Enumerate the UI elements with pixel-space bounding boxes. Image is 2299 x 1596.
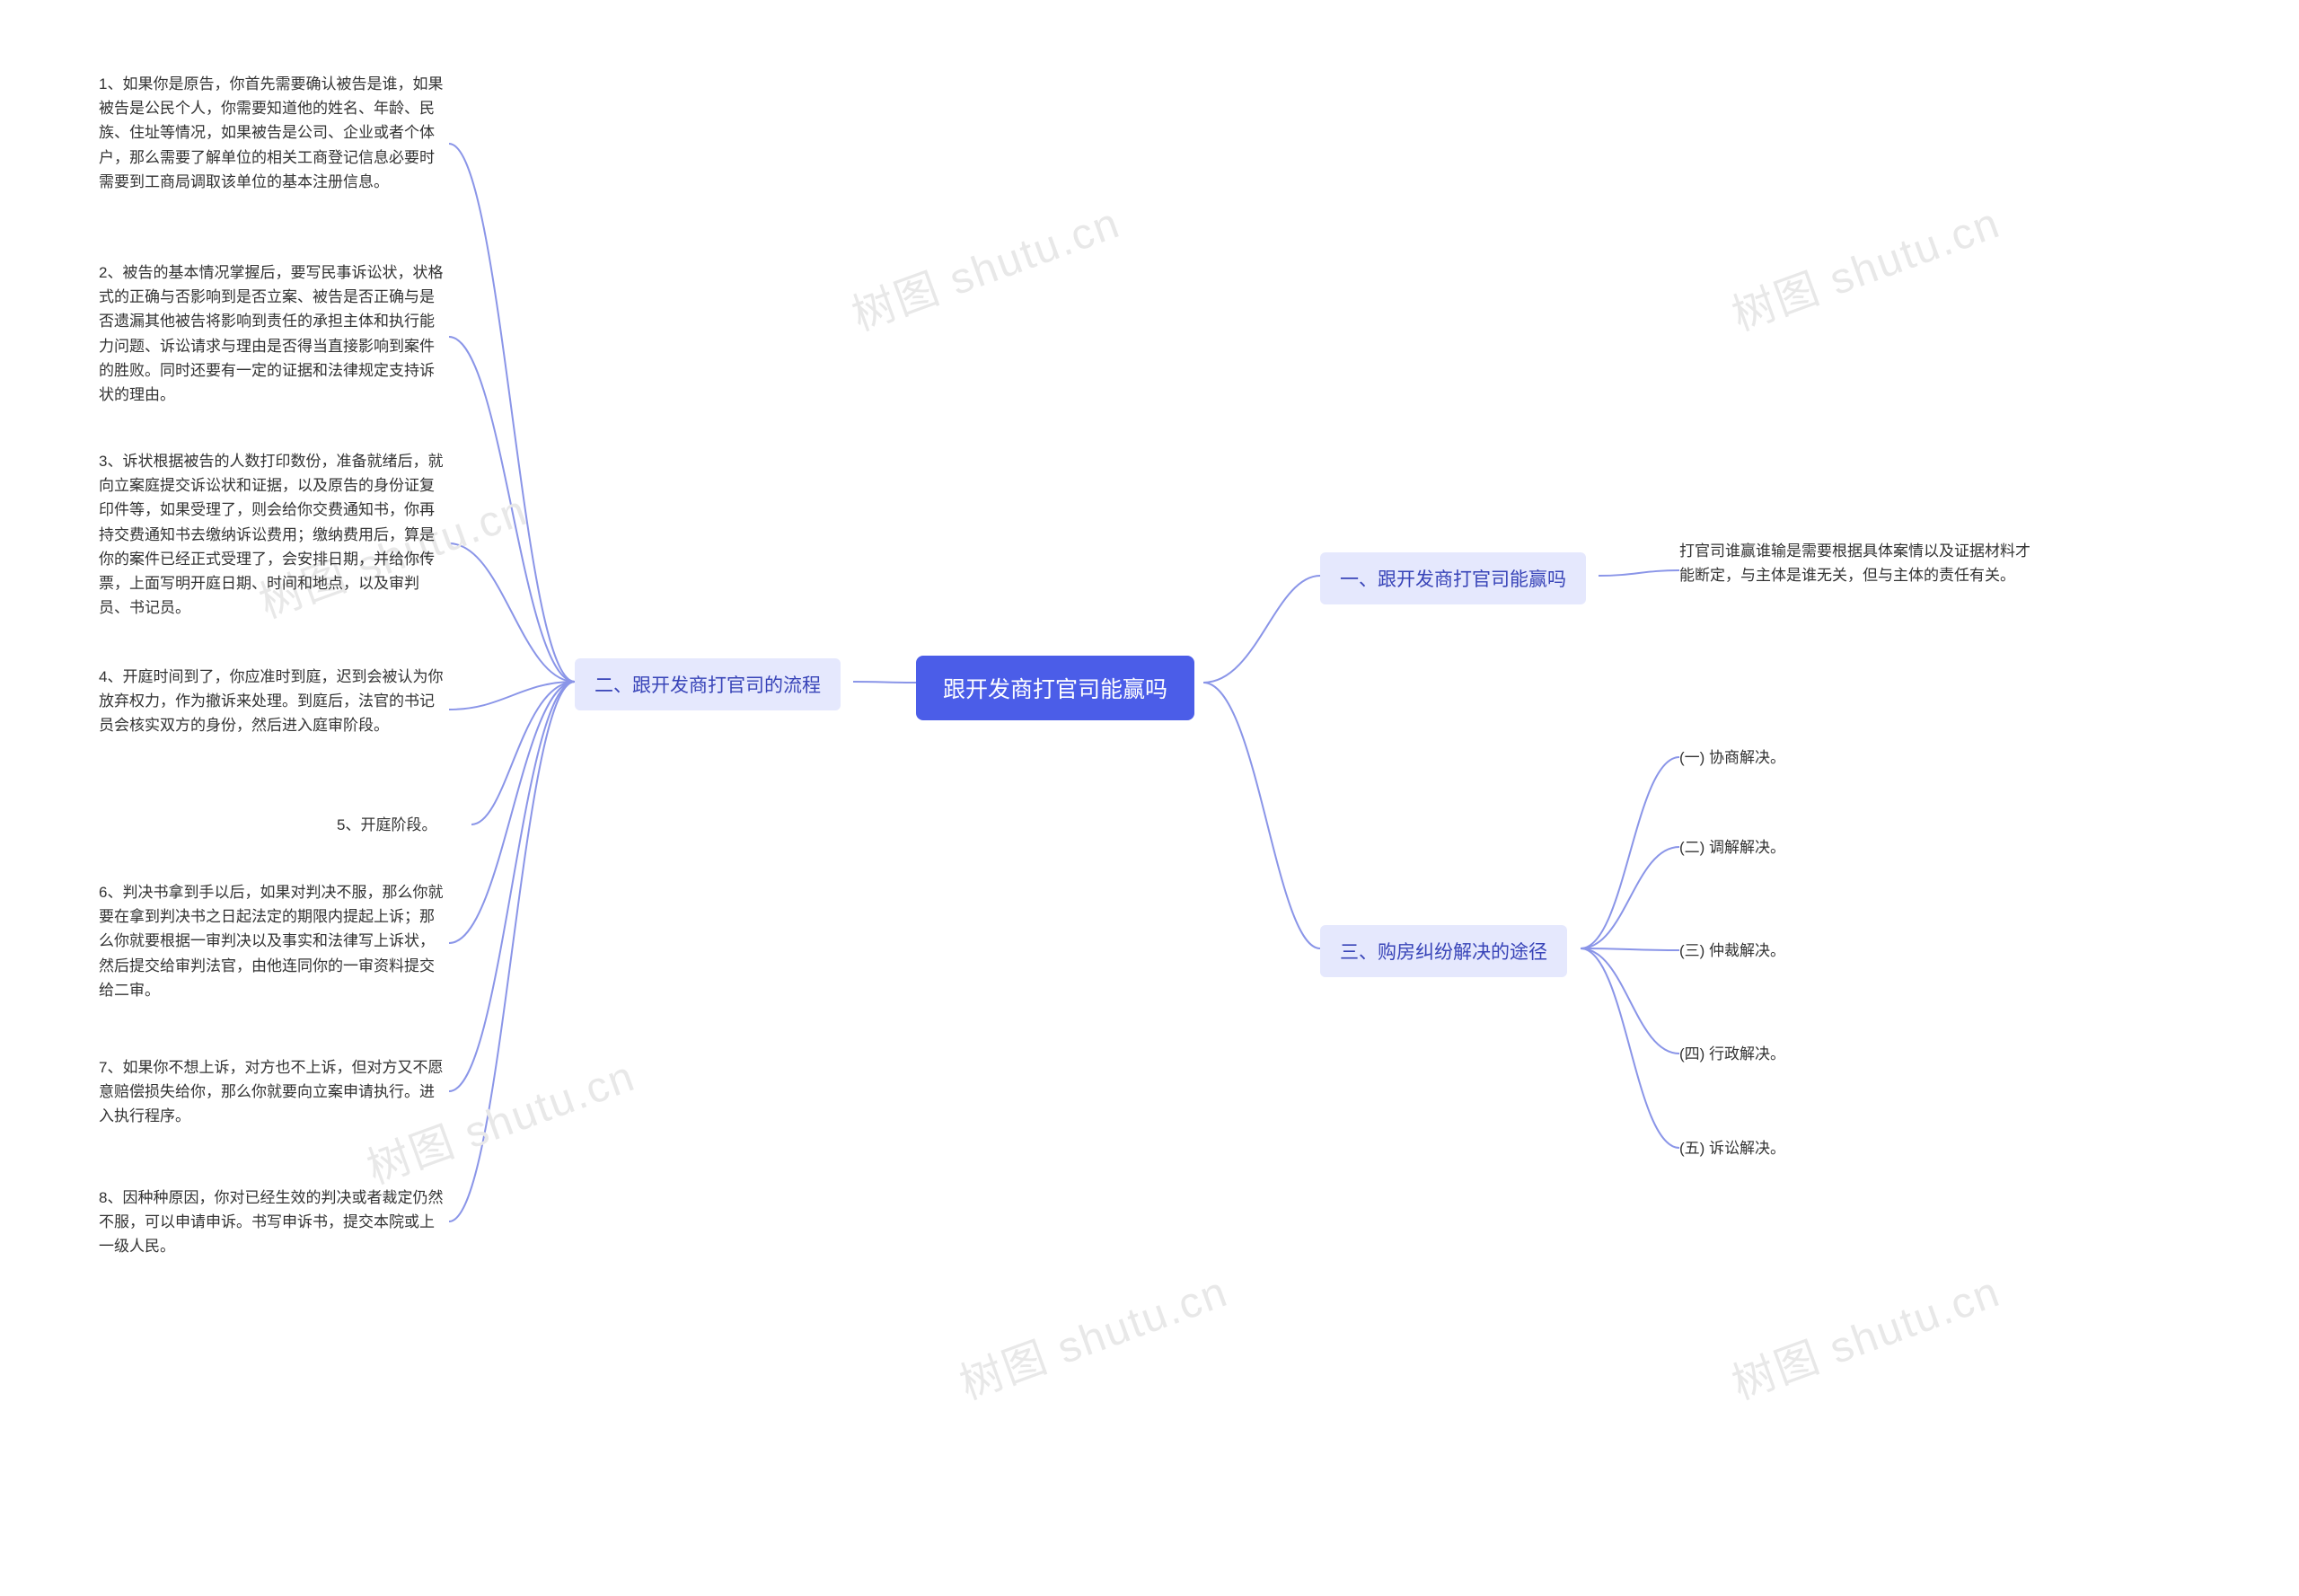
- mindmap-root[interactable]: 跟开发商打官司能赢吗: [916, 656, 1194, 720]
- watermark: 树图 shutu.cn: [949, 1257, 1235, 1412]
- leaf-r3c4: (四) 行政解决。: [1679, 1042, 1785, 1066]
- connector-layer: [0, 0, 2299, 1596]
- leaf-l2c1: 1、如果你是原告，你首先需要确认被告是谁，如果被告是公民个人，你需要知道他的姓名…: [99, 72, 449, 194]
- branch-node-r1[interactable]: 一、跟开发商打官司能赢吗: [1320, 552, 1586, 604]
- watermark: 树图 shutu.cn: [1722, 1257, 2007, 1412]
- branch-node-l2[interactable]: 二、跟开发商打官司的流程: [575, 658, 841, 710]
- leaf-l2c4: 4、开庭时间到了，你应准时到庭，迟到会被认为你放弃权力，作为撤诉来处理。到庭后，…: [99, 665, 449, 738]
- leaf-r1c1: 打官司谁赢谁输是需要根据具体案情以及证据材料才能断定，与主体是谁无关，但与主体的…: [1679, 539, 2039, 587]
- leaf-r3c1: (一) 协商解决。: [1679, 745, 1785, 770]
- leaf-l2c8: 8、因种种原因，你对已经生效的判决或者裁定仍然不服，可以申请申诉。书写申诉书，提…: [99, 1186, 449, 1259]
- leaf-r3c5: (五) 诉讼解决。: [1679, 1136, 1785, 1160]
- leaf-l2c5: 5、开庭阶段。: [337, 813, 436, 837]
- leaf-l2c3: 3、诉状根据被告的人数打印数份，准备就绪后，就向立案庭提交诉讼状和证据，以及原告…: [99, 449, 449, 620]
- branch-node-r3[interactable]: 三、购房纠纷解决的途径: [1320, 925, 1567, 977]
- leaf-r3c3: (三) 仲裁解决。: [1679, 939, 1785, 963]
- watermark: 树图 shutu.cn: [841, 188, 1127, 343]
- leaf-r3c2: (二) 调解解决。: [1679, 835, 1785, 860]
- leaf-l2c2: 2、被告的基本情况掌握后，要写民事诉讼状，状格式的正确与否影响到是否立案、被告是…: [99, 260, 449, 407]
- watermark: 树图 shutu.cn: [1722, 188, 2007, 343]
- leaf-l2c6: 6、判决书拿到手以后，如果对判决不服，那么你就要在拿到判决书之日起法定的期限内提…: [99, 880, 449, 1002]
- leaf-l2c7: 7、如果你不想上诉，对方也不上诉，但对方又不愿意赔偿损失给你，那么你就要向立案申…: [99, 1055, 449, 1129]
